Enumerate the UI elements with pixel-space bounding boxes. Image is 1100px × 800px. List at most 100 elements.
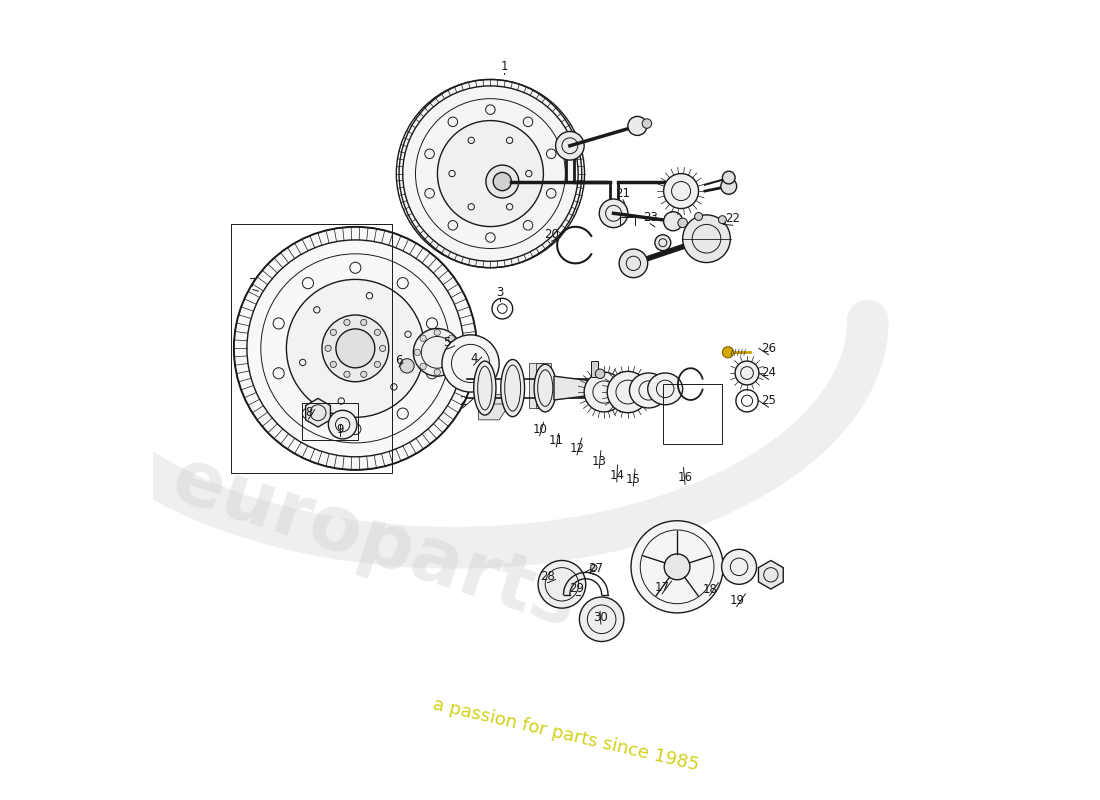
- Polygon shape: [537, 362, 551, 408]
- Text: 8: 8: [305, 406, 312, 419]
- Text: 27: 27: [587, 562, 603, 575]
- Circle shape: [486, 165, 519, 198]
- Text: 21: 21: [616, 187, 630, 200]
- Circle shape: [678, 218, 688, 228]
- Text: 26: 26: [761, 342, 776, 355]
- Polygon shape: [306, 398, 330, 427]
- Circle shape: [414, 349, 420, 355]
- Polygon shape: [478, 404, 506, 420]
- Polygon shape: [478, 394, 506, 410]
- Circle shape: [663, 212, 683, 230]
- Bar: [231, 224, 392, 473]
- Text: 3: 3: [496, 286, 504, 299]
- Ellipse shape: [629, 373, 668, 408]
- Circle shape: [642, 118, 651, 128]
- Text: 22: 22: [725, 212, 740, 226]
- Circle shape: [442, 335, 499, 392]
- Circle shape: [344, 319, 350, 326]
- Text: europarts: europarts: [163, 442, 587, 643]
- Circle shape: [330, 330, 337, 335]
- Ellipse shape: [474, 361, 496, 415]
- Bar: [302, 403, 358, 440]
- Text: 28: 28: [540, 570, 556, 583]
- Circle shape: [361, 319, 367, 326]
- Circle shape: [420, 363, 427, 370]
- Circle shape: [663, 174, 698, 209]
- Text: 1: 1: [500, 60, 508, 73]
- Circle shape: [448, 363, 454, 370]
- Text: 23: 23: [642, 210, 658, 224]
- Circle shape: [607, 371, 649, 413]
- Ellipse shape: [648, 373, 683, 405]
- Text: a passion for parts since 1985: a passion for parts since 1985: [431, 696, 701, 774]
- Text: 13: 13: [592, 455, 607, 469]
- Circle shape: [664, 554, 690, 580]
- Circle shape: [493, 172, 512, 190]
- Text: 15: 15: [626, 473, 641, 486]
- Circle shape: [286, 279, 425, 418]
- Circle shape: [322, 315, 388, 382]
- Text: 19: 19: [729, 594, 745, 606]
- Text: 16: 16: [678, 471, 693, 484]
- Circle shape: [344, 371, 350, 378]
- Text: 7: 7: [249, 277, 256, 290]
- Ellipse shape: [399, 79, 582, 268]
- Text: 18: 18: [702, 582, 717, 595]
- Circle shape: [694, 213, 703, 221]
- Text: 24: 24: [761, 366, 776, 379]
- Text: 5: 5: [443, 336, 450, 350]
- Ellipse shape: [500, 359, 525, 417]
- Text: 4: 4: [470, 352, 477, 365]
- Circle shape: [400, 358, 415, 373]
- Circle shape: [361, 371, 367, 378]
- Text: 14: 14: [609, 469, 624, 482]
- Ellipse shape: [535, 364, 557, 412]
- Circle shape: [538, 561, 586, 608]
- Circle shape: [591, 565, 597, 571]
- Text: 17: 17: [654, 581, 670, 594]
- Circle shape: [628, 116, 647, 135]
- Text: 12: 12: [570, 442, 584, 455]
- Text: 6: 6: [395, 354, 403, 366]
- Circle shape: [434, 330, 440, 336]
- Circle shape: [414, 329, 461, 376]
- Circle shape: [420, 335, 427, 342]
- Text: 25: 25: [761, 394, 776, 407]
- Circle shape: [720, 178, 737, 194]
- Circle shape: [619, 249, 648, 278]
- Circle shape: [683, 215, 730, 262]
- Bar: [591, 361, 598, 377]
- Circle shape: [374, 330, 381, 335]
- Circle shape: [735, 361, 759, 385]
- Circle shape: [379, 346, 386, 351]
- Circle shape: [233, 226, 477, 470]
- Text: 20: 20: [544, 228, 559, 242]
- Circle shape: [723, 346, 734, 358]
- Circle shape: [580, 597, 624, 642]
- Circle shape: [595, 369, 605, 378]
- Circle shape: [448, 335, 454, 342]
- Circle shape: [722, 550, 757, 584]
- Text: 30: 30: [594, 611, 608, 624]
- Bar: [663, 384, 723, 444]
- Circle shape: [556, 131, 584, 160]
- Circle shape: [718, 216, 726, 224]
- Text: 10: 10: [532, 423, 547, 436]
- Text: 2: 2: [459, 395, 466, 408]
- Polygon shape: [529, 362, 543, 408]
- Circle shape: [374, 362, 381, 367]
- Circle shape: [654, 234, 671, 250]
- Text: 11: 11: [549, 434, 564, 447]
- Polygon shape: [759, 561, 783, 589]
- Circle shape: [324, 346, 331, 351]
- Text: 29: 29: [569, 582, 584, 594]
- Circle shape: [600, 199, 628, 228]
- Circle shape: [329, 410, 358, 439]
- Polygon shape: [554, 376, 594, 400]
- Circle shape: [434, 369, 440, 375]
- Circle shape: [438, 121, 543, 226]
- Circle shape: [584, 372, 624, 412]
- Circle shape: [330, 362, 337, 367]
- Circle shape: [723, 171, 735, 184]
- Circle shape: [336, 329, 375, 368]
